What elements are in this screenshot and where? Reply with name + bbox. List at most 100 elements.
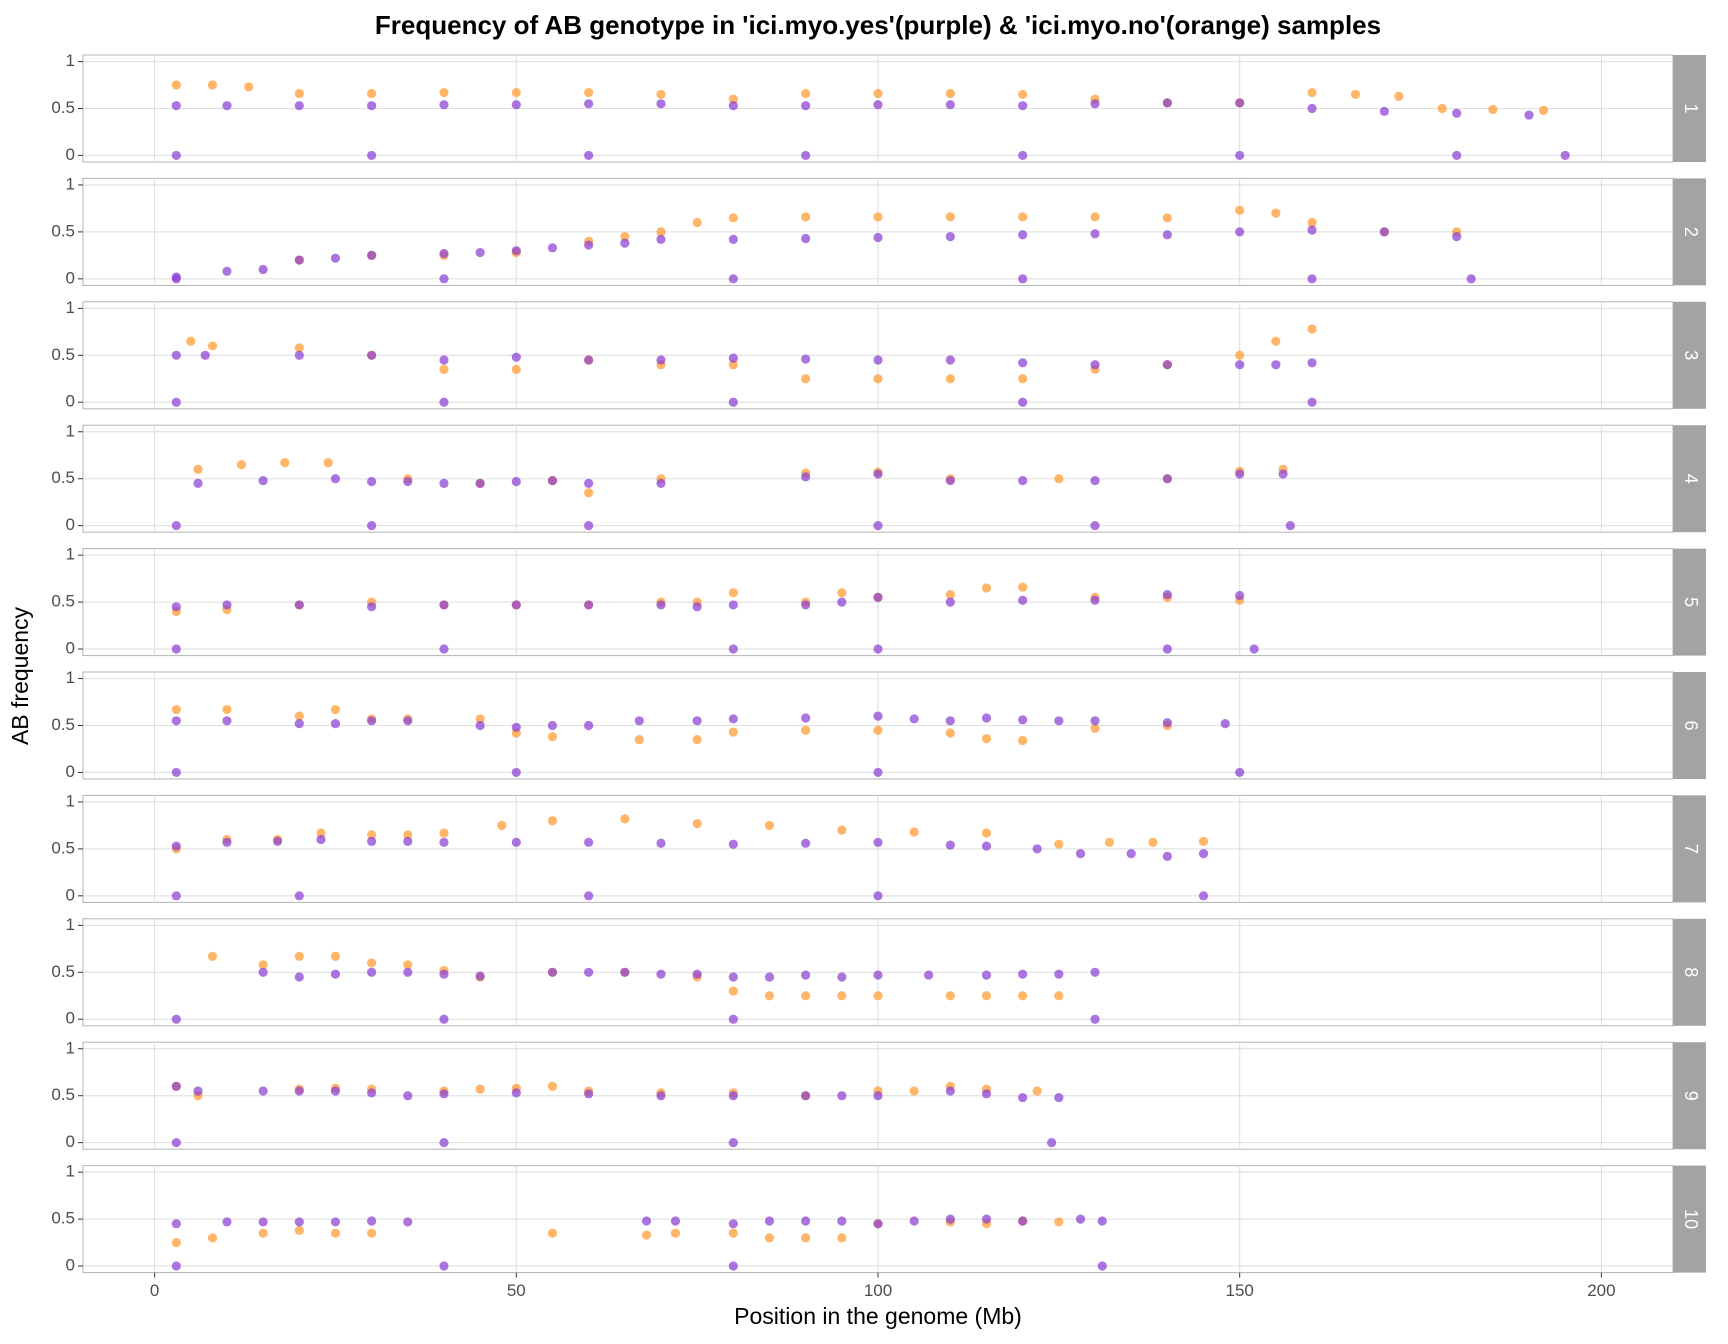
point <box>801 354 811 364</box>
point <box>511 767 521 778</box>
point <box>1018 1216 1028 1226</box>
point <box>620 238 630 248</box>
point <box>728 986 738 996</box>
facet-label: 2 <box>1681 227 1701 237</box>
point <box>728 274 738 284</box>
point <box>193 464 203 474</box>
point <box>330 474 341 484</box>
point <box>692 734 702 745</box>
point <box>511 352 521 362</box>
point <box>764 972 775 982</box>
facet-label: 8 <box>1681 967 1701 977</box>
point <box>1018 274 1028 284</box>
facet-strip <box>1673 1042 1706 1150</box>
point <box>439 397 449 407</box>
point <box>764 820 775 831</box>
y-tick-label: 0.5 <box>51 962 75 981</box>
point <box>200 350 210 360</box>
point <box>801 472 811 482</box>
point <box>945 475 955 486</box>
point <box>1090 360 1100 370</box>
point <box>511 600 521 610</box>
point <box>1090 99 1100 109</box>
point <box>439 828 449 838</box>
point <box>222 1217 232 1227</box>
point <box>330 253 341 263</box>
point <box>1047 1138 1057 1148</box>
point <box>367 101 377 111</box>
point <box>873 891 883 901</box>
point <box>1162 213 1172 223</box>
point <box>584 478 594 488</box>
facet-label: 4 <box>1681 474 1701 484</box>
point <box>801 991 811 1001</box>
y-tick-label: 0 <box>66 885 75 904</box>
point <box>981 970 992 980</box>
point <box>330 1086 341 1096</box>
point <box>1235 150 1245 161</box>
point <box>909 714 919 724</box>
point <box>1394 91 1404 101</box>
point <box>207 80 218 90</box>
point <box>547 732 558 742</box>
point <box>1379 106 1389 116</box>
point <box>873 100 883 110</box>
point <box>403 476 413 487</box>
y-tick-label: 0.5 <box>51 345 75 364</box>
point <box>801 1233 811 1243</box>
point <box>171 716 181 726</box>
y-tick-label: 0.5 <box>51 838 75 857</box>
point <box>222 704 232 715</box>
point <box>171 150 181 161</box>
point <box>171 521 181 531</box>
point <box>294 1217 304 1227</box>
point <box>1075 1214 1086 1224</box>
point <box>692 716 702 726</box>
facet-strip <box>1673 1165 1706 1273</box>
x-tick-label: 100 <box>864 1281 892 1300</box>
facet-strip <box>1673 795 1706 903</box>
point <box>367 350 377 360</box>
point <box>801 101 811 111</box>
point <box>367 1228 377 1238</box>
point <box>272 836 283 846</box>
point <box>1018 358 1028 368</box>
point <box>511 246 521 256</box>
point <box>1235 767 1245 778</box>
point <box>728 360 738 370</box>
point <box>497 820 507 831</box>
point <box>258 264 268 275</box>
y-tick-label: 0 <box>66 515 75 534</box>
point <box>171 704 181 715</box>
point <box>222 266 232 276</box>
point <box>728 588 738 598</box>
point <box>873 644 883 654</box>
point <box>584 891 594 901</box>
y-tick-label: 1 <box>66 668 75 687</box>
point <box>439 1089 449 1099</box>
point <box>439 600 449 610</box>
point <box>1285 521 1295 531</box>
point <box>367 958 377 968</box>
point <box>873 711 883 721</box>
point <box>634 734 644 745</box>
point <box>584 87 594 98</box>
point <box>1018 969 1028 979</box>
point <box>207 1233 218 1243</box>
y-tick-label: 1 <box>66 791 75 810</box>
point <box>945 716 955 726</box>
point <box>728 1138 738 1148</box>
facet-label: 5 <box>1681 597 1701 607</box>
y-tick-label: 0 <box>66 639 75 658</box>
point <box>236 460 247 470</box>
point <box>511 364 521 374</box>
facet-label: 10 <box>1681 1209 1701 1229</box>
point <box>584 600 594 610</box>
point <box>403 960 413 970</box>
point <box>294 350 304 360</box>
point <box>924 970 934 980</box>
point <box>186 336 196 346</box>
point <box>294 88 304 99</box>
y-tick-label: 0.5 <box>51 715 75 734</box>
